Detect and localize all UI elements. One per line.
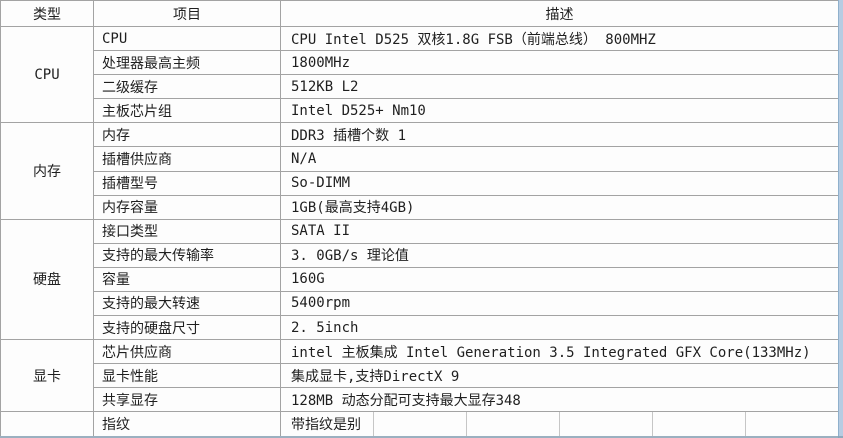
description-cell: 5400rpm bbox=[279, 290, 840, 317]
category-cell-harddisk: 硬盘 bbox=[0, 218, 94, 341]
description-cell: So-DIMM bbox=[279, 170, 840, 196]
empty-cell bbox=[466, 411, 560, 436]
table-row: CPU CPU CPU Intel D525 双核1.8G FSB（前端总线） … bbox=[0, 26, 840, 124]
description-cell: 1800MHz bbox=[279, 50, 840, 76]
column-header-type: 类型 bbox=[0, 0, 94, 28]
item-cell: 主板芯片组 bbox=[93, 98, 281, 124]
table-row: 二级缓存 512KB L2 bbox=[1, 74, 840, 100]
description-cell: CPU Intel D525 双核1.8G FSB（前端总线） 800MHZ bbox=[279, 26, 840, 52]
table-row: 内存容量 1GB(最高支持4GB) bbox=[1, 194, 840, 220]
table-row: 显卡 芯片供应商 intel 主板集成 Intel Generation 3.5… bbox=[0, 339, 840, 413]
item-cell: 支持的最大转速 bbox=[93, 290, 281, 317]
item-cell: 指纹 bbox=[93, 411, 281, 436]
header-row: 类型 项目 描述 bbox=[0, 0, 840, 28]
item-cell: 内存容量 bbox=[93, 194, 281, 220]
description-cell: 集成显卡,支持DirectX 9 bbox=[279, 363, 840, 389]
item-cell: 接口类型 bbox=[93, 218, 281, 244]
item-cell: 处理器最高主频 bbox=[93, 50, 281, 76]
description-cell: 160G bbox=[279, 266, 840, 292]
table-row: 硬盘 接口类型 SATA II bbox=[0, 218, 840, 341]
item-cell: 显卡性能 bbox=[93, 363, 281, 389]
description-cell: 3. 0GB/s 理论值 bbox=[279, 242, 840, 268]
category-cell-graphics: 显卡 bbox=[0, 339, 94, 413]
description-cell: DDR3 插槽个数 1 bbox=[279, 122, 840, 148]
table-row: 插槽供应商 N/A bbox=[1, 146, 840, 172]
table-row: 显卡性能 集成显卡,支持DirectX 9 bbox=[1, 363, 840, 389]
description-cell: 带指纹是别 bbox=[280, 411, 374, 436]
table-row: 主板芯片组 Intel D525+ Nm10 bbox=[1, 98, 840, 124]
footer-row: 指纹 带指纹是别 bbox=[0, 411, 840, 436]
category-cell-cpu: CPU bbox=[0, 26, 94, 124]
item-cell: 容量 bbox=[93, 266, 281, 292]
table-row: 插槽型号 So-DIMM bbox=[1, 170, 840, 196]
column-header-description: 描述 bbox=[279, 0, 840, 28]
empty-cell bbox=[559, 411, 653, 436]
table-row: 支持的最大传输率 3. 0GB/s 理论值 bbox=[1, 242, 840, 268]
description-cell: 2. 5inch bbox=[279, 315, 840, 341]
item-cell: 二级缓存 bbox=[93, 74, 281, 100]
empty-cell bbox=[652, 411, 746, 436]
right-edge-column bbox=[838, 0, 843, 438]
item-cell: 插槽供应商 bbox=[93, 146, 281, 172]
description-cell: intel 主板集成 Intel Generation 3.5 Integrat… bbox=[279, 339, 840, 365]
description-cell: Intel D525+ Nm10 bbox=[279, 98, 840, 124]
table-row: 处理器最高主频 1800MHz bbox=[1, 50, 840, 76]
item-cell: 支持的硬盘尺寸 bbox=[93, 315, 281, 341]
empty-cell bbox=[744, 411, 840, 436]
item-cell: 插槽型号 bbox=[93, 170, 281, 196]
table-row: 内存 内存 DDR3 插槽个数 1 bbox=[0, 122, 840, 220]
item-cell: 共享显存 bbox=[93, 387, 281, 413]
item-cell: 内存 bbox=[93, 122, 281, 148]
description-cell: SATA II bbox=[279, 218, 840, 244]
table-row: 支持的硬盘尺寸 2. 5inch bbox=[1, 315, 840, 341]
table-row: 共享显存 128MB 动态分配可支持最大显存348 bbox=[1, 387, 840, 413]
description-cell: 1GB(最高支持4GB) bbox=[279, 194, 840, 220]
table-row: 支持的最大转速 5400rpm bbox=[1, 290, 840, 317]
item-cell: 支持的最大传输率 bbox=[93, 242, 281, 268]
table-row: 容量 160G bbox=[1, 266, 840, 292]
description-cell: N/A bbox=[279, 146, 840, 172]
description-cell: 512KB L2 bbox=[279, 74, 840, 100]
empty-cell bbox=[373, 411, 467, 436]
bottom-edge-line bbox=[0, 436, 843, 438]
column-header-item: 项目 bbox=[93, 0, 281, 28]
item-cell: 芯片供应商 bbox=[93, 339, 281, 365]
empty-cell bbox=[0, 411, 94, 436]
item-cell: CPU bbox=[93, 26, 281, 52]
category-cell-memory: 内存 bbox=[0, 122, 94, 220]
description-cell: 128MB 动态分配可支持最大显存348 bbox=[279, 387, 840, 413]
